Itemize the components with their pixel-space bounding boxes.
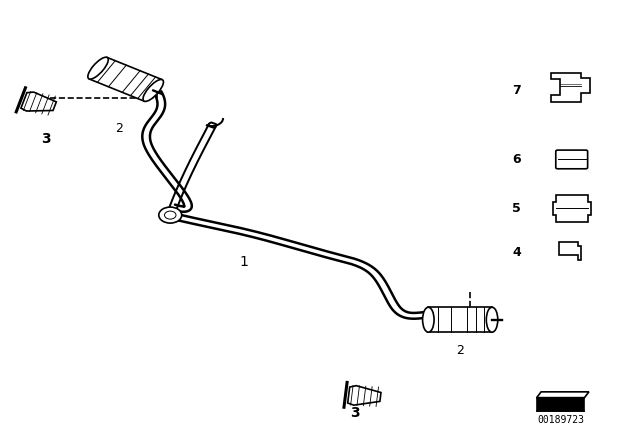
Circle shape xyxy=(159,207,182,223)
Polygon shape xyxy=(21,92,56,111)
FancyBboxPatch shape xyxy=(89,57,162,101)
Ellipse shape xyxy=(88,57,108,79)
Ellipse shape xyxy=(143,79,163,101)
Polygon shape xyxy=(551,73,589,102)
Polygon shape xyxy=(537,398,584,411)
Ellipse shape xyxy=(422,307,434,332)
Polygon shape xyxy=(348,386,381,405)
Polygon shape xyxy=(537,392,589,398)
Text: 7: 7 xyxy=(512,84,521,97)
Text: 00189723: 00189723 xyxy=(538,415,584,426)
Circle shape xyxy=(164,211,176,219)
Text: 2: 2 xyxy=(115,122,124,135)
Ellipse shape xyxy=(486,307,498,332)
Polygon shape xyxy=(559,242,581,260)
Text: 1: 1 xyxy=(239,255,248,269)
Polygon shape xyxy=(552,195,591,222)
Text: 2: 2 xyxy=(456,345,464,358)
Text: 3: 3 xyxy=(41,133,51,146)
Text: 4: 4 xyxy=(512,246,521,259)
Text: 6: 6 xyxy=(512,153,521,166)
Text: 3: 3 xyxy=(350,406,360,420)
Text: 5: 5 xyxy=(512,202,521,215)
FancyBboxPatch shape xyxy=(428,307,492,332)
FancyBboxPatch shape xyxy=(556,150,588,169)
